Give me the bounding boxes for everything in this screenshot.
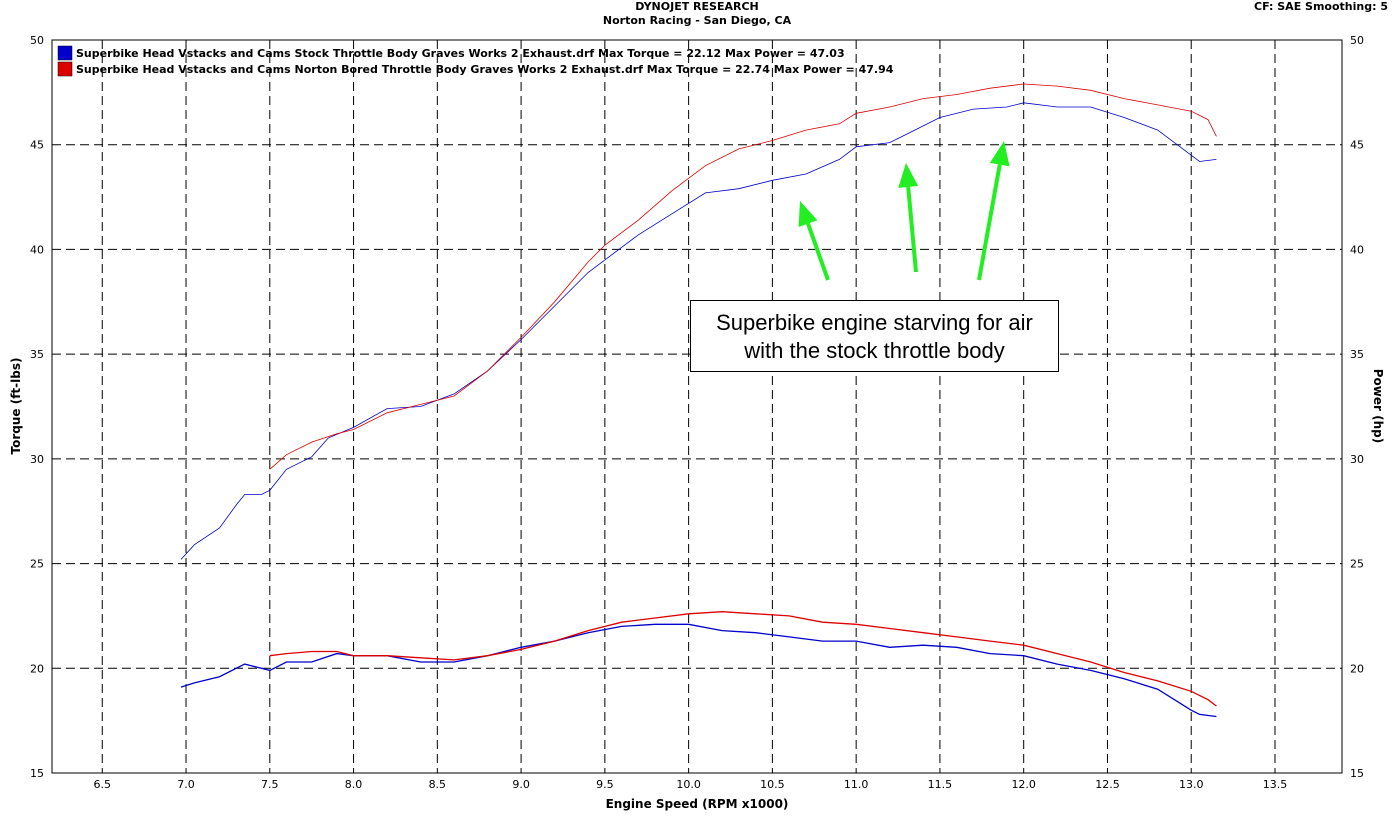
- x-tick-label: 10.5: [760, 778, 785, 791]
- y2-tick-label: 50: [1350, 34, 1364, 47]
- series-lines: [180, 83, 1217, 718]
- annotation-arrow-head: [898, 163, 919, 188]
- y2-tick-labels: 15 20 25 30 35 40 45 50: [1350, 34, 1364, 780]
- y2-tick-label: 20: [1350, 662, 1364, 675]
- annotation-arrow-shaft: [906, 186, 918, 273]
- y-tick-labels: 15 20 25 30 35 40 45 50: [30, 34, 44, 780]
- annotation-arrow-shaft: [806, 222, 830, 281]
- x-tick-label: 11.5: [928, 778, 953, 791]
- x-tick-label: 9.0: [512, 778, 530, 791]
- y-tick-label: 35: [30, 348, 44, 361]
- annotation-line-1: Superbike engine starving for air: [716, 310, 1033, 335]
- legend-entry: Superbike Head Vstacks and Cams Norton B…: [76, 63, 894, 76]
- plot-area: [51, 39, 1343, 774]
- power-series-line: [269, 83, 1217, 470]
- y-tick-label: 30: [30, 453, 44, 466]
- power-series-line: [180, 102, 1217, 560]
- legend-swatch: [57, 45, 73, 61]
- annotation-line-2: with the stock throttle body: [744, 338, 1005, 363]
- x-tick-label: 12.0: [1011, 778, 1036, 791]
- legend-swatch: [57, 61, 73, 77]
- annotation-arrows: [798, 141, 1010, 281]
- y2-tick-label: 35: [1350, 348, 1364, 361]
- torque-series-line: [269, 611, 1217, 707]
- x-tick-label: 13.0: [1179, 778, 1204, 791]
- annotation-box: Superbike engine starving for air with t…: [690, 300, 1059, 372]
- y-tick-label: 40: [30, 243, 44, 256]
- x-axis-title: Engine Speed (RPM x1000): [606, 797, 789, 811]
- y2-tick-label: 15: [1350, 767, 1364, 780]
- y-tick-label: 45: [30, 139, 44, 152]
- x-tick-label: 7.0: [177, 778, 195, 791]
- y-tick-label: 20: [30, 662, 44, 675]
- correction-smoothing-settings: CF: SAE Smoothing: 5: [1254, 0, 1388, 13]
- x-tick-label: 11.0: [844, 778, 869, 791]
- x-tick-label: 10.0: [676, 778, 701, 791]
- annotation-arrow-head: [989, 141, 1010, 167]
- annotation-arrow-shaft: [977, 164, 1002, 281]
- y-tick-label: 50: [30, 34, 44, 47]
- legend-entry: Superbike Head Vstacks and Cams Stock Th…: [76, 47, 845, 60]
- annotation-arrow-head: [798, 201, 818, 227]
- x-tick-label: 8.0: [345, 778, 363, 791]
- report-shop-subtitle: Norton Racing - San Diego, CA: [602, 14, 792, 27]
- x-tick-label: 7.5: [261, 778, 279, 791]
- y-tick-label: 15: [30, 767, 44, 780]
- y2-axis-title: Power (hp): [1371, 369, 1385, 443]
- legend: Superbike Head Vstacks and Cams Stock Th…: [57, 45, 894, 77]
- x-tick-label: 6.5: [94, 778, 112, 791]
- x-tick-labels: 6.5 7.0 7.5 8.0 8.5 9.0 9.5 10.0 10.5 11.0 11.5 12.…: [94, 778, 1288, 791]
- torque-series-line: [180, 623, 1217, 718]
- x-tick-label: 12.5: [1095, 778, 1120, 791]
- y2-tick-label: 45: [1350, 139, 1364, 152]
- y2-tick-label: 30: [1350, 453, 1364, 466]
- x-tick-label: 8.5: [429, 778, 447, 791]
- x-tick-label: 9.5: [596, 778, 614, 791]
- y2-tick-label: 40: [1350, 243, 1364, 256]
- report-company-title: DYNOJET RESEARCH: [635, 0, 759, 13]
- x-tick-label: 13.5: [1263, 778, 1288, 791]
- y-tick-label: 25: [30, 558, 44, 571]
- y-axis-title: Torque (ft-lbs): [9, 358, 23, 455]
- y2-tick-label: 25: [1350, 558, 1364, 571]
